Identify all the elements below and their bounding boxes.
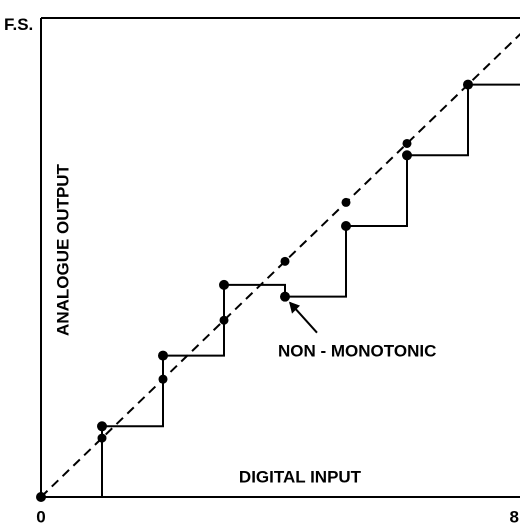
actual-point — [158, 350, 168, 361]
x-axis-label: DIGITAL INPUT — [239, 467, 362, 486]
actual-point — [219, 279, 229, 290]
ideal-point — [158, 374, 168, 384]
y-tick-label: F.S. — [4, 15, 33, 34]
actual-point — [341, 220, 351, 231]
annotation: NON - MONOTONIC — [278, 341, 436, 360]
step-line — [41, 83, 520, 498]
x-tick-label: 8 — [510, 507, 519, 526]
ideal-point — [219, 315, 229, 325]
actual-point — [97, 421, 107, 432]
x-tick-label: 0 — [36, 507, 45, 526]
y-axis-label: ANALOGUE OUTPUT — [53, 163, 72, 336]
ideal-point — [402, 138, 412, 148]
actual-point — [280, 291, 290, 302]
actual-point — [402, 150, 412, 161]
ideal-point — [341, 197, 351, 207]
ideal-point — [280, 256, 290, 266]
arrow-head — [289, 301, 300, 314]
ideal-point — [97, 433, 107, 443]
ideal-line — [40, 32, 520, 498]
